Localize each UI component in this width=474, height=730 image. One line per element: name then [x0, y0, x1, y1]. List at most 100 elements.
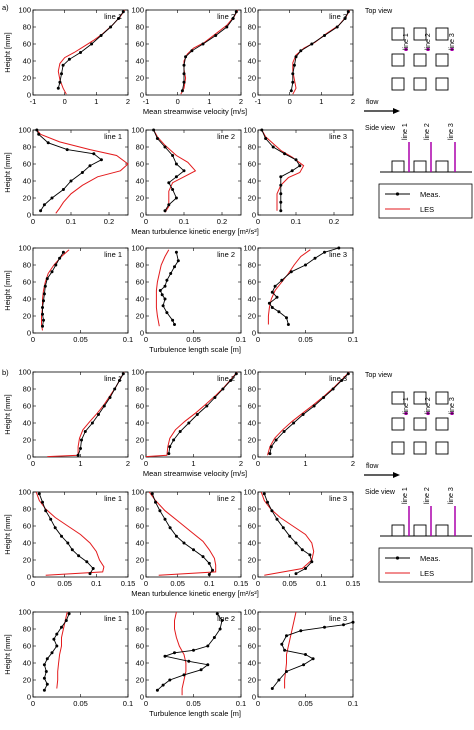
meas-point [35, 128, 39, 132]
les-series-line [148, 491, 217, 576]
meas-point [37, 132, 41, 136]
subplot-b-L-2: 0 0.05 0.1 0 20 40 60 80 100 line 2 [131, 608, 246, 709]
subplot-b-L-1: 0 0.05 0.1 0 20 40 60 80 100 line 1 [18, 608, 133, 709]
y-axis-label: Height [mm] [3, 514, 12, 554]
les-series-line [41, 249, 70, 331]
meas-point [41, 324, 44, 328]
meas-point [206, 663, 210, 667]
meas-point [42, 292, 46, 296]
meas-point [174, 162, 178, 166]
x-tick-label: -1 [255, 97, 262, 106]
y-tick-label: 40 [248, 659, 256, 668]
meas-point [37, 492, 41, 496]
axes-frame [32, 491, 129, 578]
x-tick-label: 0 [256, 699, 260, 708]
schematic-a: Top view line 1 line 2 line 3 flow Side view l… [364, 8, 473, 219]
meas-point [53, 526, 57, 530]
building-block [435, 417, 449, 431]
axes-frame [257, 247, 354, 334]
meas-point [304, 567, 307, 570]
les-series-line [36, 129, 129, 214]
x-tick-label: 0 [256, 579, 260, 588]
meas-point [174, 534, 178, 538]
meas-point [172, 438, 176, 442]
y-tick-label: 100 [131, 608, 144, 617]
building-block [413, 27, 427, 41]
meas-point [346, 10, 350, 14]
side-building [435, 160, 449, 173]
meas-point [187, 421, 191, 425]
building-block [391, 441, 405, 455]
meas-series-line [268, 247, 339, 325]
les-series-line [267, 371, 350, 456]
meas-point [279, 200, 283, 204]
y-tick-label: 0 [27, 211, 31, 220]
building-block [435, 27, 449, 41]
meas-point [163, 209, 167, 213]
x-tick-label: -1 [30, 97, 37, 106]
meas-point [201, 555, 205, 559]
meas-point [182, 72, 186, 76]
meas-point [102, 404, 106, 408]
meas-point [288, 534, 292, 538]
side-building [391, 524, 405, 537]
les-series-line [284, 611, 297, 689]
meas-point [205, 404, 209, 408]
meas-point [65, 148, 69, 152]
meas-point [323, 34, 326, 37]
x-tick-label: 0.05 [186, 699, 201, 708]
meas-point [165, 311, 169, 315]
meas-point [218, 627, 222, 631]
meas-point [39, 209, 43, 213]
x-tick-label: 0 [256, 335, 260, 344]
subplot-a-k-1: 0 0.1 0.2 0 20 40 60 80 100 line 1 [18, 126, 129, 226]
measurement-point [450, 48, 454, 51]
meas-point [304, 653, 307, 656]
x-tick-label: 0 [256, 217, 260, 226]
side-view-line-label: line 1 [402, 123, 409, 140]
x-tick-label: 0.1 [291, 217, 301, 226]
x-tick-label: 0.1 [123, 335, 133, 344]
meas-point [163, 654, 167, 658]
meas-point [42, 203, 46, 207]
subplot-a-L-2: 0 0.05 0.1 0 20 40 60 80 100 line 2 [131, 244, 246, 345]
building-block [391, 391, 405, 405]
y-axis-label: Height [mm] [3, 152, 12, 192]
y-tick-label: 100 [18, 244, 31, 253]
x-tick-label: 0 [288, 97, 292, 106]
meas-point [99, 34, 103, 37]
y-tick-label: 80 [248, 625, 256, 634]
meas-point [289, 270, 293, 274]
legend-meas-label: Meas. [420, 554, 440, 563]
flow-arrow-head [393, 108, 400, 114]
meas-point [163, 517, 167, 521]
side-building [413, 160, 427, 173]
meas-series-line [159, 252, 179, 325]
building-block [391, 417, 405, 431]
meas-point [207, 561, 211, 565]
y-tick-label: 80 [248, 261, 256, 270]
legend-les-label: LES [420, 569, 434, 578]
measurement-point [450, 412, 454, 415]
les-series-line [153, 129, 197, 213]
x-tick-label: 2 [126, 459, 130, 468]
y-axis-label: Height [mm] [3, 270, 12, 310]
flow-label: flow [366, 463, 379, 470]
meas-point [184, 55, 188, 59]
x-tick-label: 0 [144, 459, 148, 468]
meas-point [113, 387, 117, 391]
y-tick-label: 0 [140, 573, 144, 582]
x-tick-label: -1 [143, 97, 150, 106]
meas-point [266, 500, 269, 504]
meas-point [213, 396, 217, 399]
meas-point [286, 323, 290, 326]
meas-point [174, 250, 178, 254]
y-tick-label: 0 [252, 453, 256, 462]
meas-point [80, 438, 83, 442]
les-series-line [260, 491, 315, 576]
measurement-point [404, 412, 408, 415]
meas-series-line [77, 373, 124, 456]
meas-point [221, 387, 225, 391]
